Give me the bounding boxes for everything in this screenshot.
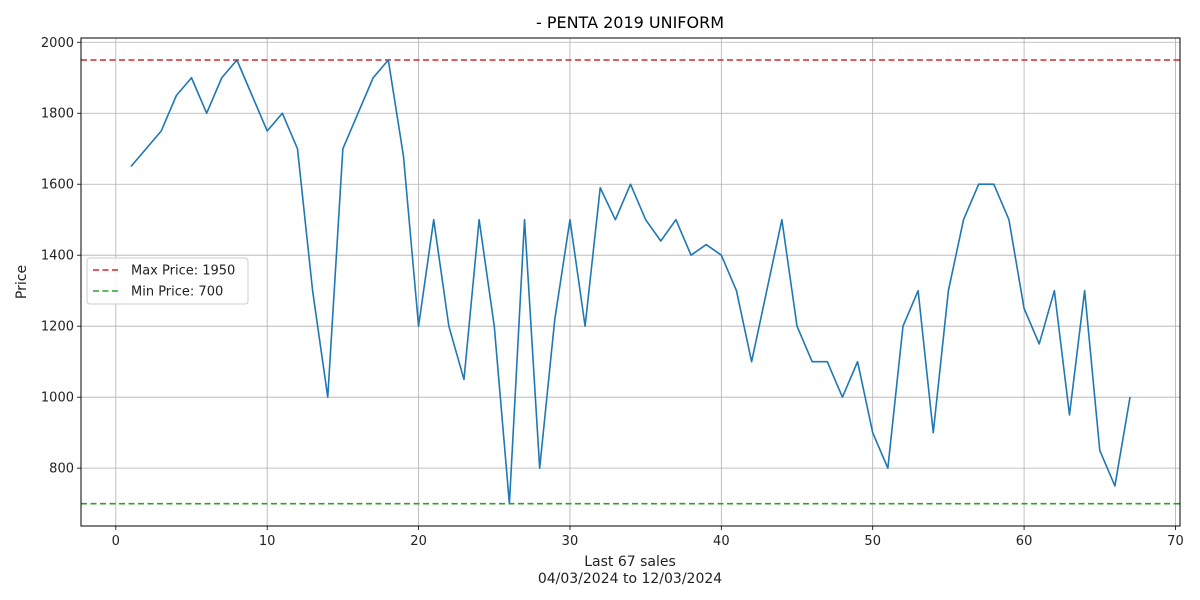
series-layer: [130, 59, 1131, 505]
y-tick-label: 1200: [41, 320, 74, 335]
y-tick-label: 1600: [41, 178, 74, 193]
x-tick-label: 10: [259, 534, 276, 549]
chart-title: - PENTA 2019 UNIFORM: [536, 13, 724, 32]
x-tick-label: 70: [1167, 534, 1184, 549]
x-tick-label: 0: [112, 534, 120, 549]
legend-label: Max Price: 1950: [131, 264, 235, 279]
x-tick-label: 60: [1016, 534, 1033, 549]
legend-label: Min Price: 700: [131, 285, 223, 300]
y-tick-label: 1000: [41, 391, 74, 406]
x-axis-sublabel: 04/03/2024 to 12/03/2024: [538, 571, 722, 587]
price-series-line: [130, 59, 1131, 505]
y-tick-label: 2000: [41, 36, 74, 51]
legend-box: [86, 257, 249, 305]
x-axis-label: Last 67 sales: [584, 554, 676, 570]
y-axis-label: Price: [14, 265, 30, 299]
x-tick-label: 50: [864, 534, 881, 549]
plot-area: [80, 37, 1181, 527]
y-tick-label: 1400: [41, 249, 74, 264]
x-axis: 0 10 20 30 40 50 60 70: [112, 526, 1184, 549]
reference-lines: [81, 59, 1180, 505]
x-tick-label: 20: [410, 534, 427, 549]
legend: Max Price: 1950 Min Price: 700: [86, 257, 249, 305]
x-tick-label: 40: [713, 534, 730, 549]
y-tick-label: 800: [49, 462, 74, 477]
y-axis: 800 1000 1200 1400 1600 1800 2000: [41, 36, 81, 477]
y-tick-label: 1800: [41, 107, 74, 122]
x-tick-label: 30: [562, 534, 579, 549]
